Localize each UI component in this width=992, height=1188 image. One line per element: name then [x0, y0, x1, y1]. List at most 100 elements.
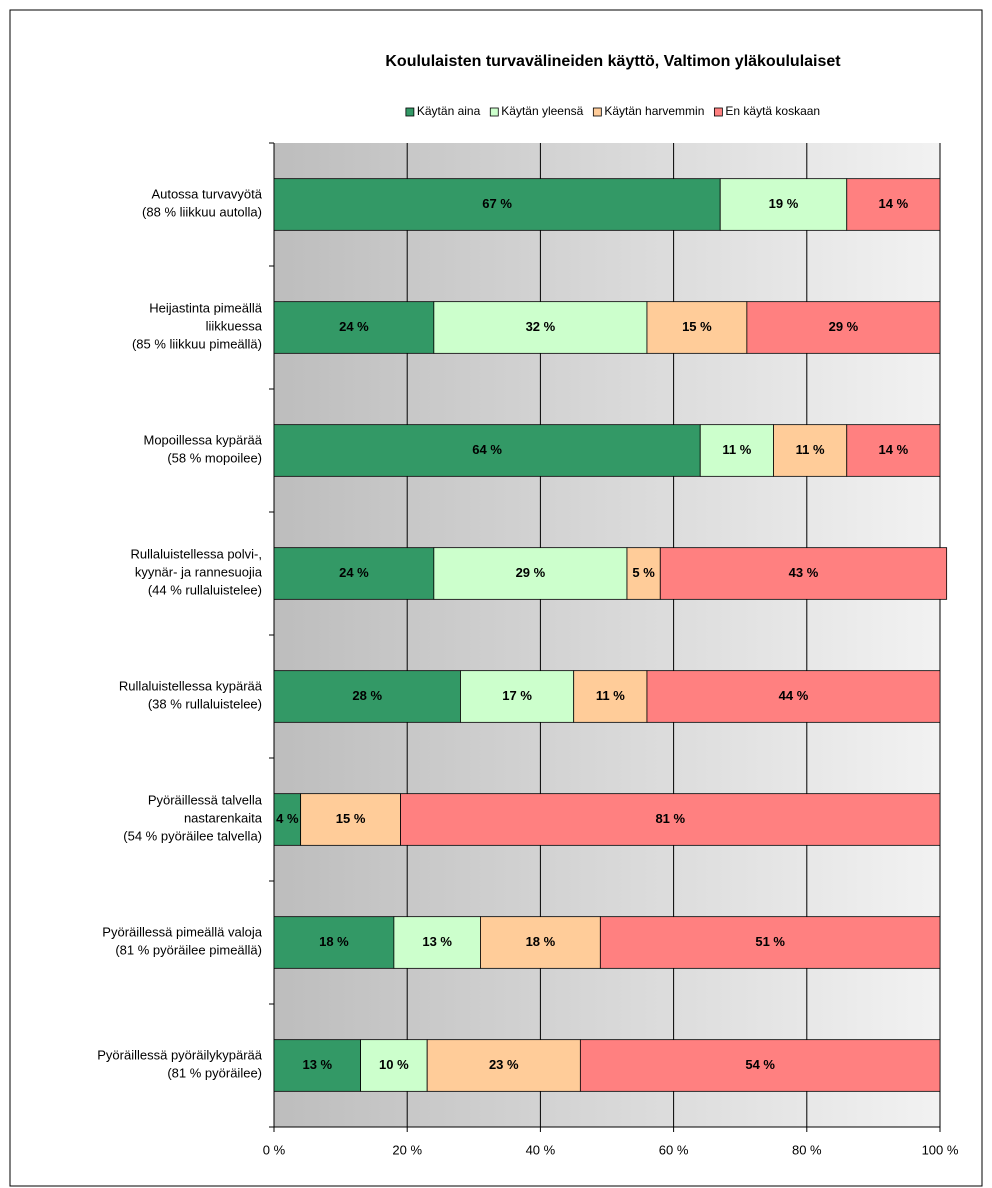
bar-segment — [719, 178, 848, 231]
bar-segment — [646, 670, 941, 723]
y-tick-label: Autossa turvavyötä (88 % liikkuu autolla) — [142, 187, 263, 220]
y-tick-label-line: Heijastinta pimeällä — [149, 301, 262, 316]
value-label: 32 % — [526, 319, 556, 334]
y-tick-label-line: kyynär- ja rannesuojia — [135, 565, 263, 580]
bar-segment — [626, 547, 661, 600]
legend-swatch — [405, 107, 415, 117]
value-label: 24 % — [339, 565, 369, 580]
y-tick-label-line: (44 % rullaluistelee) — [148, 583, 262, 598]
value-label: 10 % — [379, 1057, 409, 1072]
bar-segment — [300, 793, 401, 846]
legend-label: Käytän yleensä — [501, 104, 583, 118]
value-label: 29 % — [829, 319, 859, 334]
y-tick-label-line: (88 % liikkuu autolla) — [142, 205, 262, 220]
bar-segment — [579, 1039, 941, 1092]
x-tick-label: 20 % — [392, 1142, 422, 1157]
value-label: 4 % — [276, 811, 299, 826]
bar-segment — [480, 916, 601, 969]
bar-segment — [433, 547, 628, 600]
x-tick-label: 100 % — [922, 1142, 959, 1157]
value-label: 29 % — [516, 565, 546, 580]
y-tick-label-line: Pyöräillessä pimeällä valoja — [102, 925, 262, 940]
bar-segment — [746, 301, 941, 354]
bar-segment — [460, 670, 575, 723]
value-label: 14 % — [879, 442, 909, 457]
bar-segment — [659, 547, 948, 600]
value-label: 18 % — [319, 934, 349, 949]
chart-title: Koululaisten turvavälineiden käyttö, Val… — [385, 53, 841, 70]
y-tick-label-line: (54 % pyöräilee talvella) — [123, 829, 262, 844]
value-label: 44 % — [779, 688, 809, 703]
bar-segment — [433, 301, 648, 354]
bar-segment — [846, 178, 941, 231]
y-tick-label-line: (38 % rullaluistelee) — [148, 697, 262, 712]
bar-segment — [599, 916, 941, 969]
value-label: 13 % — [422, 934, 452, 949]
bar-segment — [773, 424, 848, 477]
y-tick-label-line: Mopoillessa kypärää — [143, 433, 262, 448]
value-label: 67 % — [482, 196, 512, 211]
bar-segment — [273, 916, 395, 969]
bar-segment — [426, 1039, 581, 1092]
bar-segment — [393, 916, 481, 969]
bar-segment — [273, 793, 302, 846]
value-label: 43 % — [789, 565, 819, 580]
value-label: 11 % — [796, 442, 825, 457]
value-label: 64 % — [472, 442, 502, 457]
legend: Käytän aina Käytän yleensä Käytän harvemmi… — [405, 104, 820, 118]
y-tick-label: Rullaluistellessa polvi-, kyynär- ja rann… — [131, 547, 263, 598]
bar-segment — [273, 178, 721, 231]
plot-area — [274, 143, 940, 1127]
y-tick-label-line: Autossa turvavyötä — [151, 187, 262, 202]
x-tick-label: 60 % — [659, 1142, 689, 1157]
value-label: 19 % — [769, 196, 799, 211]
value-label: 18 % — [526, 934, 556, 949]
value-label: 11 % — [596, 688, 625, 703]
bar-segment — [273, 670, 461, 723]
legend-swatch — [713, 107, 723, 117]
legend-label: Käytän harvemmin — [604, 104, 704, 118]
value-label: 14 % — [879, 196, 909, 211]
bar-segment — [699, 424, 774, 477]
value-label: 5 % — [632, 565, 655, 580]
x-tick-label: 0 % — [263, 1142, 286, 1157]
y-tick-label-line: Pyöräillessä pyöräilykypärää — [97, 1048, 263, 1063]
x-tick-label: 80 % — [792, 1142, 822, 1157]
y-tick-label-line: Pyöräillessä talvella — [148, 793, 263, 808]
value-label: 17 % — [502, 688, 532, 703]
y-tick-label-line: (81 % pyöräilee pimeällä) — [115, 943, 262, 958]
bar-segment — [646, 301, 748, 354]
y-tick-label: Rullaluistellessa kypärää (38 % rullaluis… — [119, 679, 263, 712]
y-tick-label-line: (81 % pyöräilee) — [167, 1066, 262, 1081]
legend-swatch — [592, 107, 602, 117]
bar-segment — [273, 424, 701, 477]
y-tick-label-line: nastarenkaita — [184, 811, 263, 826]
bar-segment — [273, 301, 435, 354]
value-label: 15 % — [682, 319, 712, 334]
y-tick-label-line: Rullaluistellessa kypärää — [119, 679, 263, 694]
value-label: 24 % — [339, 319, 369, 334]
value-label: 11 % — [722, 442, 751, 457]
bar-segment — [273, 1039, 361, 1092]
y-tick-label-line: Rullaluistellessa polvi-, — [131, 547, 263, 562]
y-tick-label: Pyöräillessä talvella nastarenkaita (54 % … — [123, 793, 262, 844]
y-tick-label: Mopoillessa kypärää (58 % mopoilee) — [143, 433, 262, 466]
bar-segment — [273, 547, 435, 600]
legend-swatch — [489, 107, 499, 117]
legend-label: Käytän aina — [417, 104, 481, 118]
value-label: 54 % — [745, 1057, 775, 1072]
y-tick-label: Heijastinta pimeällä liikkuessa (85 % liik… — [132, 301, 263, 352]
y-tick-label: Pyöräillessä pimeällä valoja (81 % pyöräi… — [102, 925, 262, 958]
legend-label: En käytä koskaan — [725, 104, 820, 118]
bar-segment — [846, 424, 941, 477]
value-label: 23 % — [489, 1057, 519, 1072]
y-tick-label-line: (85 % liikkuu pimeällä) — [132, 337, 262, 352]
value-label: 28 % — [352, 688, 382, 703]
bar-segment — [400, 793, 941, 846]
x-tick-label: 40 % — [526, 1142, 556, 1157]
value-label: 51 % — [755, 934, 785, 949]
value-label: 15 % — [336, 811, 366, 826]
y-tick-label: Pyöräillessä pyöräilykypärää (81 % pyöräi… — [97, 1048, 263, 1081]
value-label: 81 % — [655, 811, 685, 826]
